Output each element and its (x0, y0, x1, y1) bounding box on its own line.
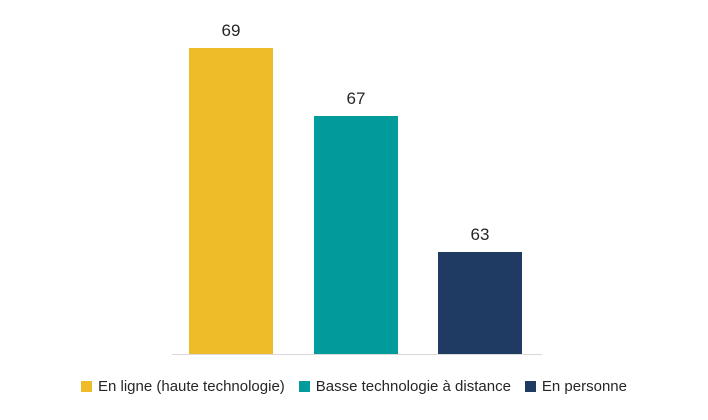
legend-swatch (524, 381, 536, 392)
legend-label: En ligne (haute technologie) (97, 378, 285, 395)
data-label-3: 63 (471, 225, 490, 244)
bar-1 (189, 48, 273, 354)
legend-item-online: En ligne (haute technologie) (80, 378, 285, 395)
bar-3 (438, 252, 522, 354)
legend-label: Basse technologie à distance (315, 378, 511, 395)
legend-label: En personne (541, 378, 627, 395)
data-label-2: 67 (347, 89, 366, 108)
chart-legend: En ligne (haute technologie) Basse techn… (0, 378, 708, 395)
legend-swatch (80, 381, 92, 392)
legend-swatch (298, 381, 310, 392)
bar-2 (314, 116, 398, 354)
data-label-1: 69 (222, 21, 241, 40)
legend-item-in-person: En personne (524, 378, 627, 395)
legend-item-low-tech-remote: Basse technologie à distance (298, 378, 511, 395)
